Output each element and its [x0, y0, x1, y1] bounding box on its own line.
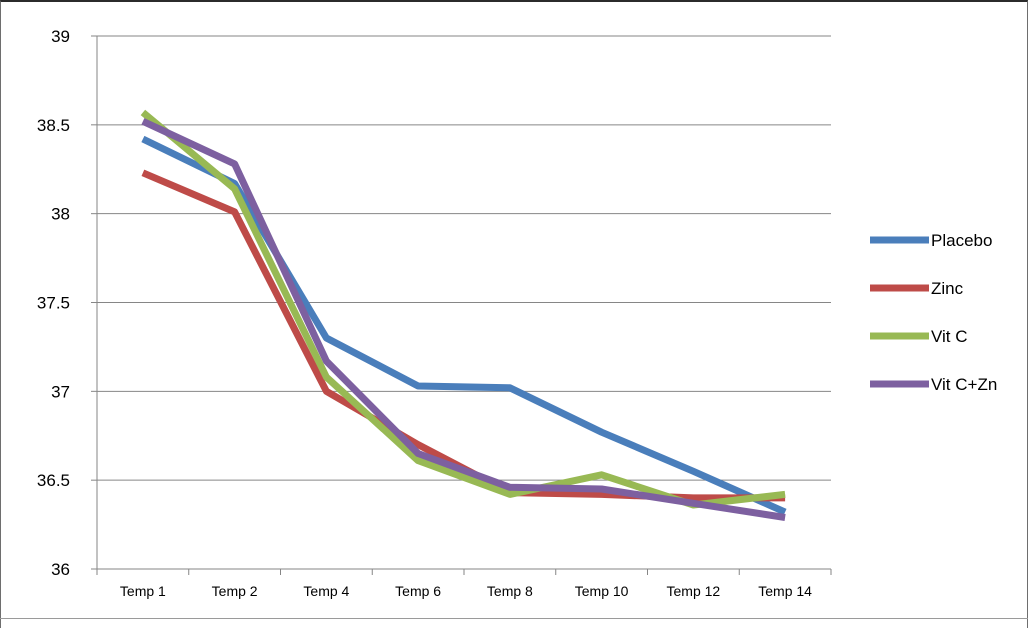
x-tick-label: Temp 6: [395, 583, 441, 599]
legend-label-vit-c: Vit C: [931, 327, 968, 346]
x-tick-label: Temp 14: [758, 583, 812, 599]
axes: [91, 35, 832, 575]
x-axis-ticks: Temp 1 Temp 2 Temp 4 Temp 6 Temp 8 Temp 10 Tem…: [120, 583, 812, 599]
y-tick-label: 36: [51, 560, 70, 579]
gridlines: [97, 35, 831, 481]
y-tick-label: 37: [51, 382, 70, 401]
x-tick-label: Temp 1: [120, 583, 166, 599]
legend-label-vit-c-zn: Vit C+Zn: [931, 375, 997, 394]
x-tick-label: Temp 12: [667, 583, 721, 599]
y-tick-label: 38: [51, 205, 70, 224]
legend: Placebo Zinc Vit C Vit C+Zn: [870, 231, 997, 394]
x-tick-label: Temp 2: [212, 583, 258, 599]
y-tick-label: 37.5: [37, 294, 70, 313]
legend-label-placebo: Placebo: [931, 231, 992, 250]
series-line-placebo: [141, 135, 787, 516]
y-tick-label: 38.5: [37, 116, 70, 135]
y-tick-label: 39: [51, 27, 70, 46]
y-axis-ticks: 36 36.5 37 37.5 38 38.5 39: [37, 27, 70, 579]
x-tick-label: Temp 10: [575, 583, 629, 599]
series-lines: [140, 109, 787, 521]
series-line-zinc: [141, 169, 786, 502]
y-tick-label: 36.5: [37, 471, 70, 490]
bottom-divider: [0, 618, 1028, 628]
x-tick-label: Temp 4: [303, 583, 349, 599]
legend-label-zinc: Zinc: [931, 279, 964, 298]
series-line-vit-c-zn: [141, 118, 786, 521]
x-tick-label: Temp 8: [487, 583, 533, 599]
